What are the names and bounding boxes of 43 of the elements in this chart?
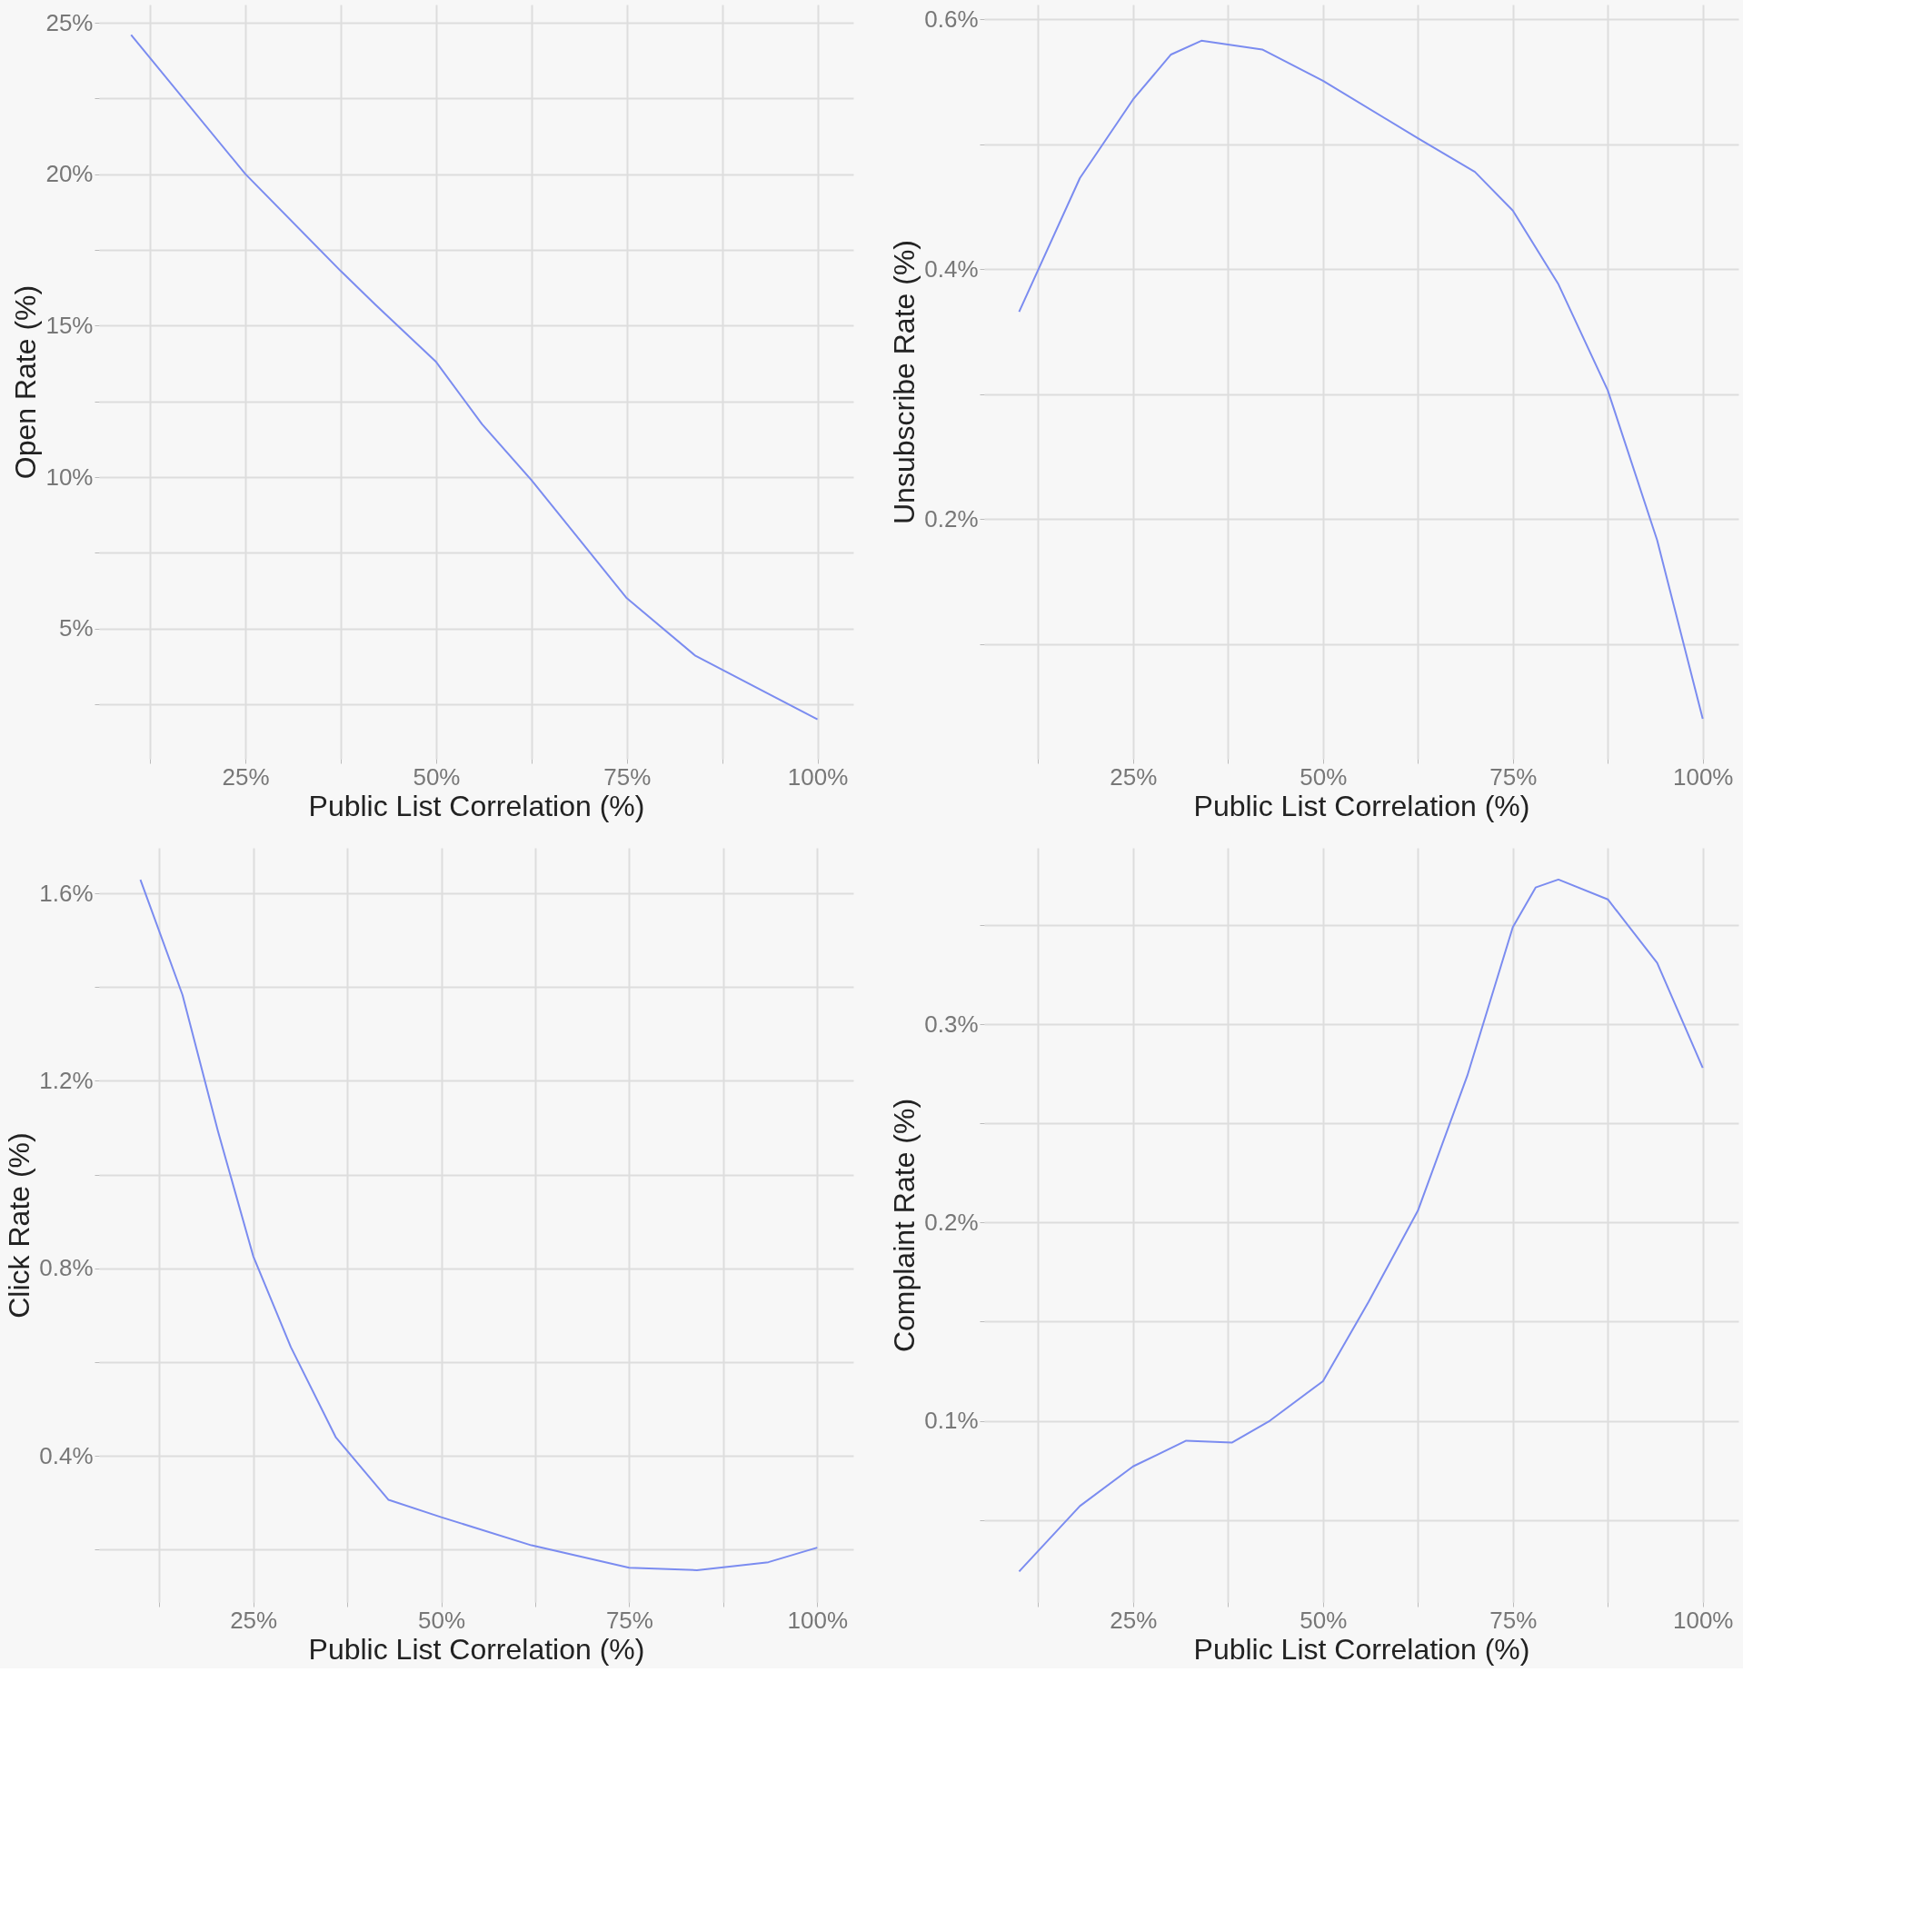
y-tick-label: 1.2% bbox=[39, 1066, 94, 1094]
x-axis-title: Public List Correlation (%) bbox=[308, 1632, 645, 1666]
y-tick-label: 25% bbox=[45, 8, 94, 36]
y-tick-label: 5% bbox=[58, 614, 94, 642]
x-tick-label: 75% bbox=[1489, 762, 1538, 791]
y-tick-label: 0.6% bbox=[924, 5, 979, 33]
y-tick-label: 0.8% bbox=[39, 1254, 94, 1282]
x-tick-label: 50% bbox=[418, 1606, 466, 1634]
y-axis-title: Unsubscribe Rate (%) bbox=[888, 240, 921, 524]
line-series bbox=[139, 879, 819, 1571]
y-tick-label: 0.1% bbox=[924, 1407, 979, 1435]
y-tick-label: 0.4% bbox=[39, 1441, 94, 1469]
x-axis-title: Public List Correlation (%) bbox=[308, 789, 645, 822]
x-tick-label: 100% bbox=[787, 762, 849, 791]
x-tick-label: 50% bbox=[1300, 1606, 1348, 1634]
line-series bbox=[130, 34, 819, 721]
y-axis-title: Complaint Rate (%) bbox=[888, 1098, 921, 1353]
line-series bbox=[1018, 39, 1704, 721]
y-tick-label: 10% bbox=[45, 463, 94, 491]
y-tick-label: 0.2% bbox=[924, 504, 979, 532]
x-tick-label: 25% bbox=[230, 1606, 278, 1634]
x-tick-label: 50% bbox=[413, 762, 461, 791]
x-tick-label: 25% bbox=[222, 762, 270, 791]
y-tick-label: 20% bbox=[45, 160, 94, 188]
y-tick-label: 0.4% bbox=[924, 254, 979, 283]
y-tick-label: 1.6% bbox=[39, 879, 94, 907]
x-axis-title: Public List Correlation (%) bbox=[1193, 789, 1530, 822]
line-series bbox=[1018, 878, 1704, 1573]
x-tick-label: 75% bbox=[603, 762, 652, 791]
x-tick-label: 50% bbox=[1300, 762, 1348, 791]
y-tick-label: 0.2% bbox=[924, 1208, 979, 1236]
y-axis-title: Open Rate (%) bbox=[9, 284, 43, 480]
x-axis-title: Public List Correlation (%) bbox=[1193, 1632, 1530, 1666]
x-tick-label: 100% bbox=[787, 1606, 849, 1634]
y-tick-label: 0.3% bbox=[924, 1010, 979, 1038]
y-axis-title: Click Rate (%) bbox=[3, 1132, 36, 1319]
y-tick-label: 15% bbox=[45, 311, 94, 339]
x-tick-label: 25% bbox=[1110, 762, 1158, 791]
x-tick-label: 25% bbox=[1110, 1606, 1158, 1634]
x-tick-label: 75% bbox=[605, 1606, 653, 1634]
x-tick-label: 100% bbox=[1672, 1606, 1734, 1634]
x-tick-label: 100% bbox=[1672, 762, 1734, 791]
x-tick-label: 75% bbox=[1489, 1606, 1538, 1634]
